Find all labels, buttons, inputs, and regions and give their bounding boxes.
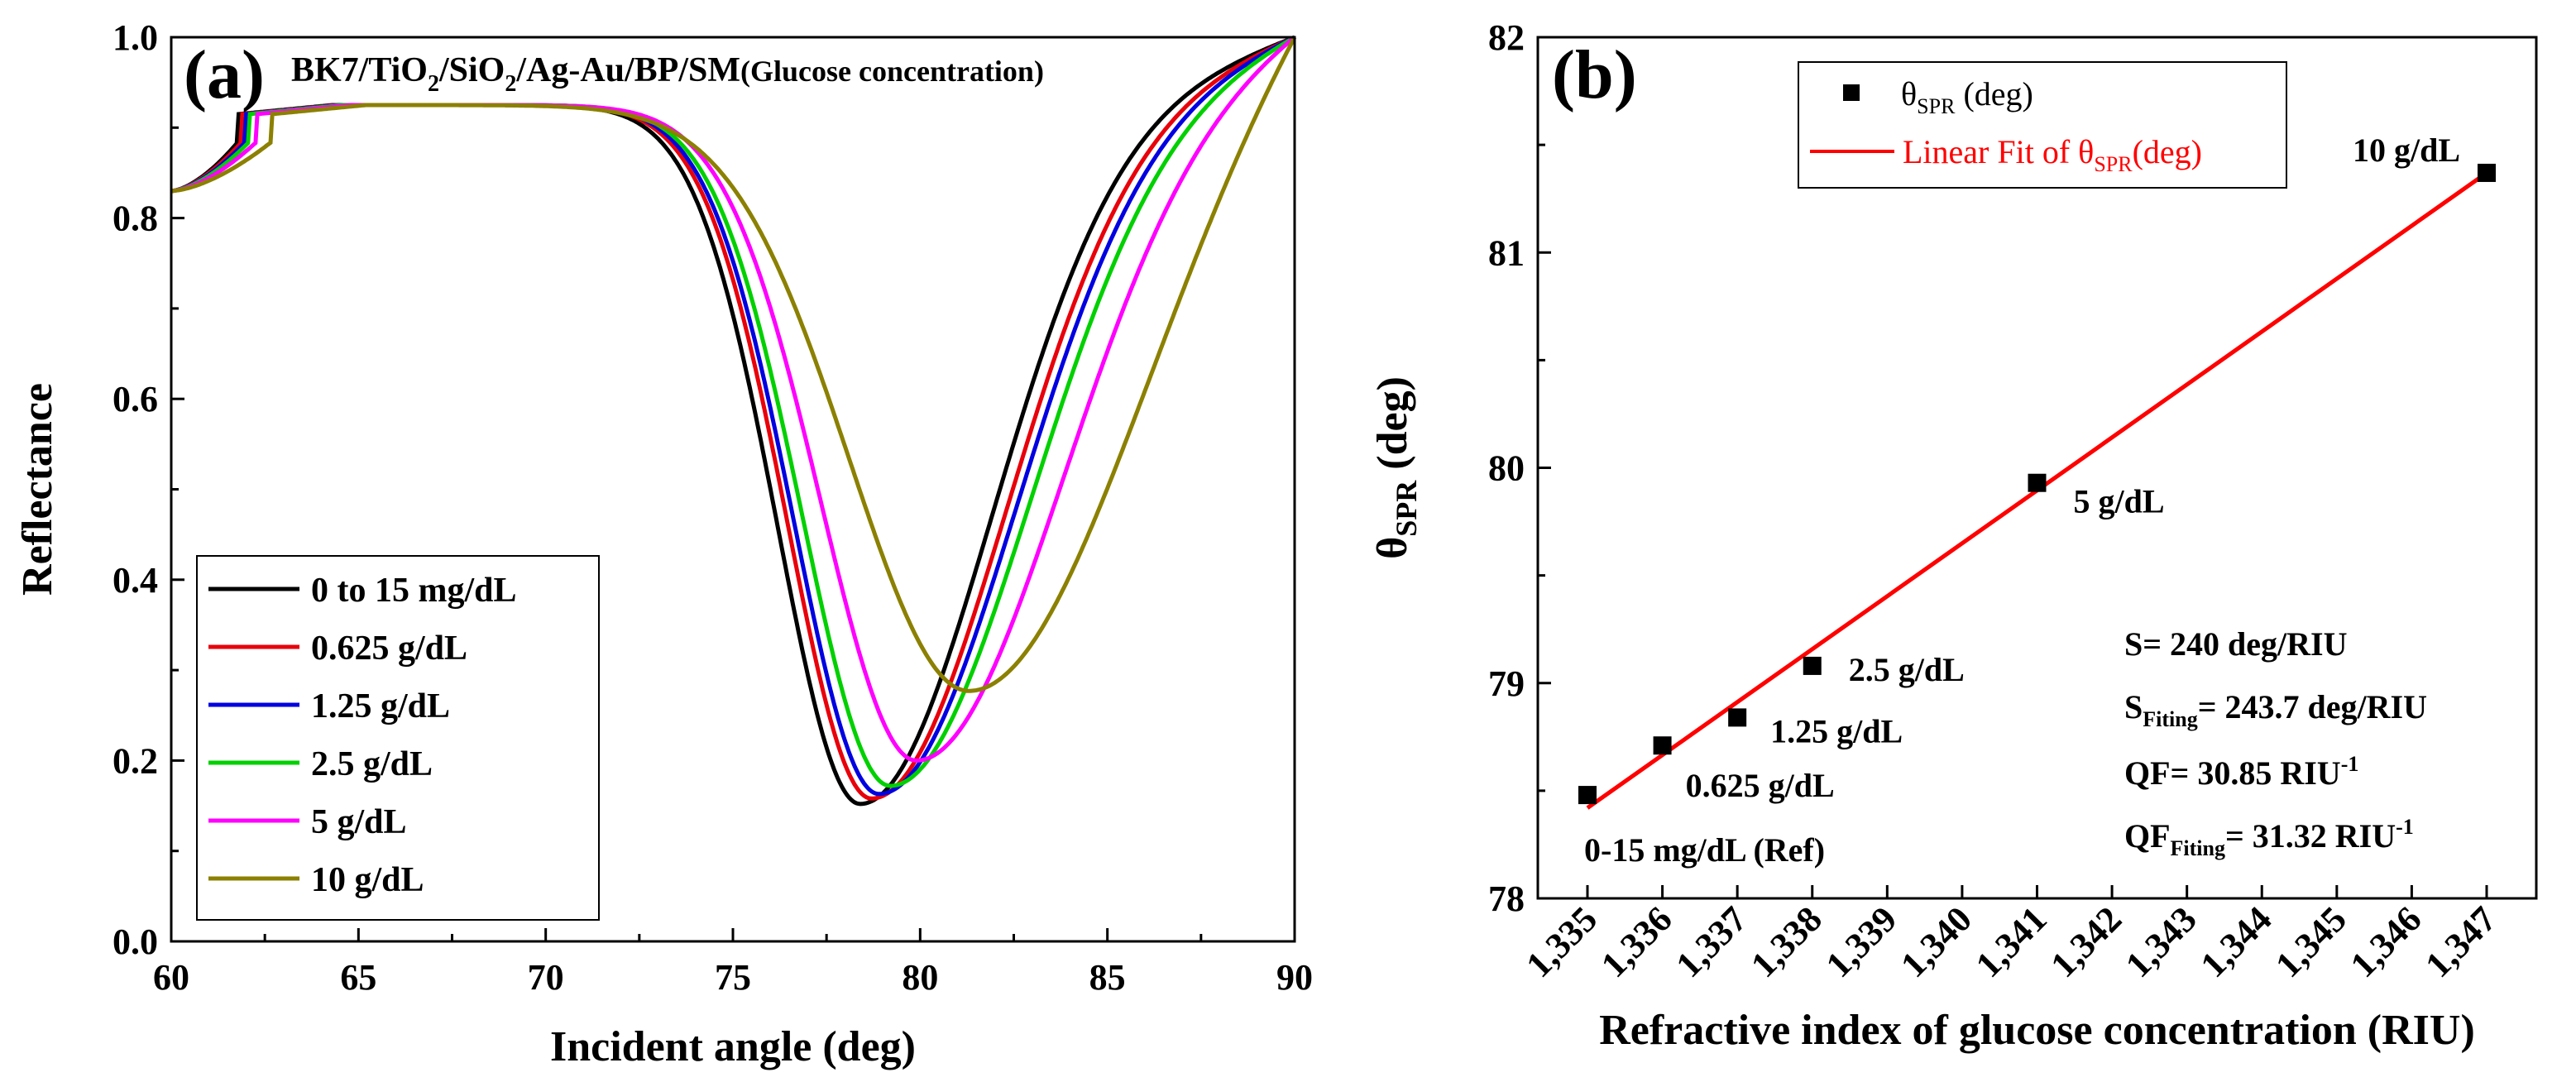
annotation-quality-factor-fit-sub: Fiting bbox=[2171, 836, 2225, 860]
legend-label: 0 to 15 mg/dL bbox=[311, 572, 517, 610]
panel-b-y-ticks: 78 79 80 81 82 bbox=[1488, 17, 1551, 919]
legend-fit-sub: SPR bbox=[2094, 152, 2133, 176]
annotation-quality-factor-fit-sup: -1 bbox=[2396, 815, 2414, 839]
panel-a-y-axis-title: Reflectance bbox=[14, 383, 61, 596]
annotation-sensitivity-fit-sub: Fiting bbox=[2143, 707, 2197, 731]
panel-a-y-ticks: 0.0 0.2 0.4 0.6 0.8 1.0 bbox=[113, 17, 184, 962]
legend-label: 5 g/dL bbox=[311, 803, 407, 841]
title-sub-1: 2 bbox=[428, 71, 439, 97]
y-axis-sub: SPR bbox=[1390, 480, 1423, 537]
legend-label: 1.25 g/dL bbox=[311, 687, 450, 725]
x-tick-label: 65 bbox=[340, 957, 376, 998]
data-point bbox=[1803, 656, 1822, 675]
point-label: 10 g/dL bbox=[2353, 132, 2460, 169]
annotation-sensitivity-fit: SFiting= 243.7 deg/RIU bbox=[2124, 688, 2427, 731]
title-sub-2: 2 bbox=[505, 71, 516, 97]
legend-point-marker bbox=[1843, 84, 1860, 101]
annotation-quality-factor-sup: -1 bbox=[2341, 752, 2359, 776]
legend-fit-rest: (deg) bbox=[2133, 133, 2202, 170]
panel-b-annotations: S= 240 deg/RIU SFiting= 243.7 deg/RIU QF… bbox=[2124, 625, 2427, 860]
legend-label: 2.5 g/dL bbox=[311, 745, 433, 783]
panel-b-x-axis-title: Refractive index of glucose concentratio… bbox=[1599, 1007, 2475, 1054]
annotation-sensitivity: S= 240 deg/RIU bbox=[2124, 625, 2348, 663]
panel-a-x-ticks: 60 65 70 75 80 85 90 bbox=[153, 928, 1313, 998]
panel-b-legend: θSPR (deg) Linear Fit of θSPR(deg) bbox=[1798, 61, 2287, 189]
panel-b-label: (b) bbox=[1552, 36, 1637, 113]
x-tick-label: 60 bbox=[153, 957, 189, 998]
y-tick-label: 0.8 bbox=[113, 199, 158, 239]
y-tick-label: 0.6 bbox=[113, 379, 158, 419]
data-point bbox=[2478, 163, 2496, 182]
title-part-1: BK7/TiO bbox=[291, 51, 428, 89]
y-tick-label: 0.0 bbox=[113, 922, 158, 962]
annotation-quality-factor: QF= 30.85 RIU-1 bbox=[2124, 752, 2358, 792]
legend-point-label: θSPR (deg) bbox=[1901, 75, 2033, 118]
panel-b-legend-box bbox=[1798, 61, 2287, 189]
x-tick-label: 85 bbox=[1089, 957, 1126, 998]
annotation-quality-factor-fit: QFFiting= 31.32 RIU-1 bbox=[2124, 815, 2414, 860]
y-tick-label: 0.2 bbox=[113, 740, 158, 781]
x-tick-label: 90 bbox=[1276, 957, 1313, 998]
data-point bbox=[1578, 786, 1597, 805]
panel-b-y-axis-title: θSPR (deg) bbox=[1369, 376, 1423, 559]
legend-point-symbol: θ bbox=[1901, 75, 1917, 113]
panel-a: 60 65 70 75 80 85 90 0.0 0.2 0.4 0.6 0.8 1.0 (a) BK… bbox=[14, 17, 1313, 1070]
y-tick-label: 78 bbox=[1488, 879, 1525, 919]
x-tick-label: 75 bbox=[715, 957, 751, 998]
legend-fit-label: Linear Fit of θSPR(deg) bbox=[1903, 133, 2202, 176]
legend-label: 0.625 g/dL bbox=[311, 630, 467, 668]
y-tick-label: 1.0 bbox=[113, 17, 158, 58]
title-part-2: /SiO bbox=[438, 51, 505, 89]
panel-a-legend-box bbox=[196, 555, 600, 921]
point-label: 0-15 mg/dL (Ref) bbox=[1584, 831, 1825, 869]
title-part-3: /Ag-Au/BP/SM bbox=[515, 51, 740, 89]
legend-point-rest: (deg) bbox=[1955, 75, 2033, 113]
annotation-quality-factor-fit-main: QF bbox=[2124, 817, 2171, 855]
point-label: 1.25 g/dL bbox=[1770, 712, 1903, 749]
point-label: 0.625 g/dL bbox=[1686, 767, 1835, 804]
panel-b-point-labels: 0-15 mg/dL (Ref) 0.625 g/dL 1.25 g/dL 2.5 g… bbox=[1584, 132, 2460, 869]
panel-a-curves bbox=[170, 35, 1297, 807]
annotation-sensitivity-main: S= 240 deg/RIU bbox=[2124, 625, 2348, 663]
legend-label: 10 g/dL bbox=[311, 861, 424, 899]
data-point bbox=[1653, 736, 1672, 755]
panel-a-label: (a) bbox=[184, 36, 265, 113]
legend-fit-prefix: Linear Fit of θ bbox=[1903, 133, 2094, 170]
legend-point-sub: SPR bbox=[1917, 94, 1956, 118]
y-tick-label: 79 bbox=[1488, 663, 1525, 704]
y-tick-label: 82 bbox=[1488, 17, 1525, 58]
y-tick-label: 80 bbox=[1488, 448, 1525, 489]
point-label: 2.5 g/dL bbox=[1849, 651, 1965, 688]
y-tick-label: 0.4 bbox=[113, 560, 158, 601]
data-point bbox=[1728, 708, 1747, 727]
title-part-4: (Glucose concentration) bbox=[740, 55, 1044, 88]
annotation-sensitivity-fit-rest: = 243.7 deg/RIU bbox=[2198, 688, 2427, 725]
x-tick-label: 80 bbox=[902, 957, 938, 998]
panel-a-x-axis-title: Incident angle (deg) bbox=[550, 1023, 916, 1070]
y-axis-unit: (deg) bbox=[1369, 376, 1416, 481]
annotation-sensitivity-fit-main: S bbox=[2124, 688, 2143, 725]
panel-b-points bbox=[1578, 163, 2496, 805]
panel-a-title: BK7/TiO2/SiO2/Ag-Au/BP/SM(Glucose concen… bbox=[291, 51, 1044, 97]
panel-a-legend: 0 to 15 mg/dL 0.625 g/dL 1.25 g/dL 2.5 g/dL… bbox=[196, 555, 600, 921]
annotation-quality-factor-main: QF= 30.85 RIU bbox=[2124, 754, 2341, 792]
data-point bbox=[2028, 473, 2047, 492]
annotation-quality-factor-fit-rest: = 31.32 RIU bbox=[2225, 817, 2396, 855]
y-tick-label: 81 bbox=[1488, 232, 1525, 273]
x-tick-label: 70 bbox=[528, 957, 564, 998]
point-label: 5 g/dL bbox=[2074, 483, 2165, 520]
y-axis-theta: θ bbox=[1369, 537, 1416, 559]
reflectance-curve bbox=[170, 36, 1297, 693]
